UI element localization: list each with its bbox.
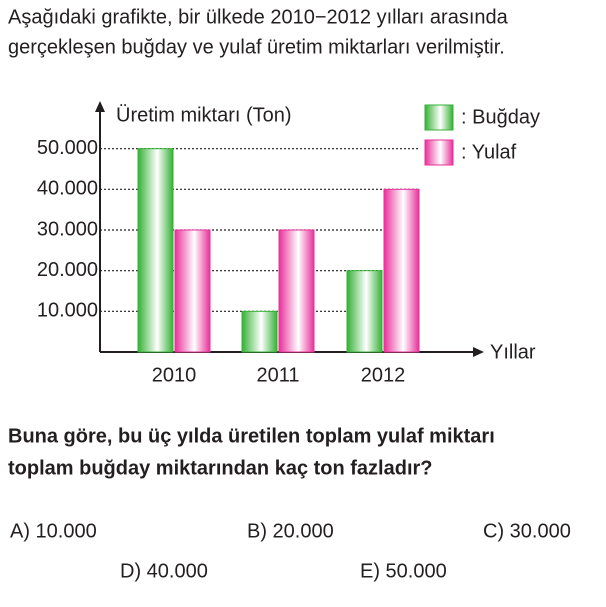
bar [346,270,383,353]
y-tick-label: 40.000 [37,178,98,200]
y-axis-label: Üretim miktarı (Ton) [116,104,292,126]
option[interactable]: C) 30.000 [483,520,571,542]
y-tick-label: 30.000 [37,218,98,240]
legend-swatch [424,139,454,166]
option[interactable]: E) 50.000 [360,560,447,582]
question-line: Buna göre, bu üç yılda üretilen toplam y… [8,425,495,447]
y-tick-label: 20.000 [37,259,98,281]
y-arrow [95,101,105,112]
legend-label: : Buğday [461,106,540,128]
x-arrow [473,347,484,357]
x-axis-label: Yıllar [490,341,536,363]
legend-swatch [424,104,454,131]
option[interactable]: B) 20.000 [247,520,334,542]
x-tick-label: 2012 [361,364,406,386]
bar [383,188,420,353]
bar [241,310,278,353]
x-tick-label: 2010 [152,364,197,386]
x-tick-label: 2011 [256,364,299,386]
bar [137,148,174,353]
y-tick-label: 50.000 [37,137,98,159]
bar [174,229,211,353]
y-tick-label: 10.000 [37,300,98,322]
option[interactable]: A) 10.000 [10,520,97,542]
bar [278,229,315,353]
option[interactable]: D) 40.000 [120,560,208,582]
intro-line: Aşağıdaki grafikte, bir ülkede 2010−2012… [8,6,509,28]
intro-line: gerçekleşen buğday ve yulaf üretim mikta… [8,36,505,58]
question-line: toplam buğday miktarından kaç ton fazlad… [8,457,433,479]
legend-label: : Yulaf [461,141,517,163]
